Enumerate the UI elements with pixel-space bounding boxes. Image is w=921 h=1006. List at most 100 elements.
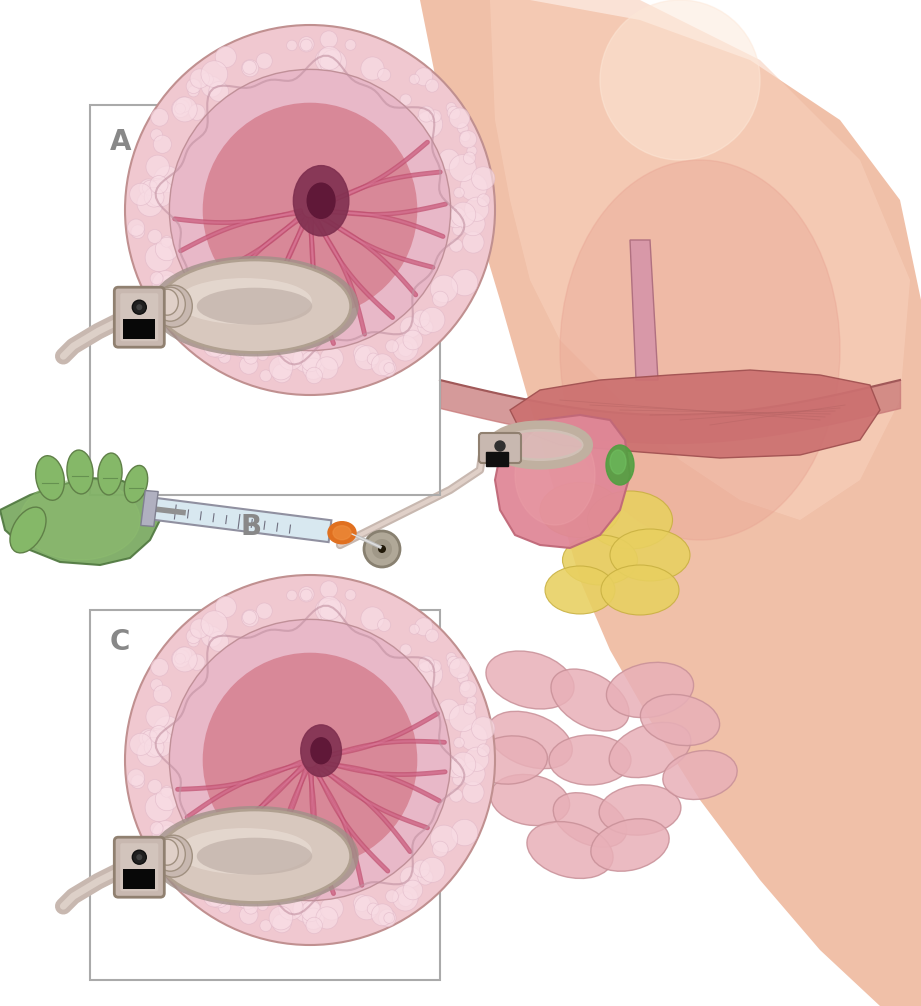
Circle shape xyxy=(278,345,303,370)
Circle shape xyxy=(386,340,399,353)
Circle shape xyxy=(321,347,344,370)
Circle shape xyxy=(201,73,214,86)
Ellipse shape xyxy=(124,466,147,503)
Text: B: B xyxy=(240,513,262,541)
Circle shape xyxy=(241,59,259,76)
Circle shape xyxy=(430,825,458,852)
Circle shape xyxy=(192,858,211,877)
Ellipse shape xyxy=(294,166,349,235)
Circle shape xyxy=(461,762,485,786)
Circle shape xyxy=(472,167,495,190)
Circle shape xyxy=(181,872,194,886)
Circle shape xyxy=(463,152,475,164)
Circle shape xyxy=(145,737,164,758)
Circle shape xyxy=(176,876,192,892)
Circle shape xyxy=(203,653,417,867)
Circle shape xyxy=(361,607,384,630)
Circle shape xyxy=(176,647,192,662)
Circle shape xyxy=(315,48,339,72)
Ellipse shape xyxy=(472,735,547,784)
Circle shape xyxy=(432,291,449,307)
Circle shape xyxy=(460,681,477,698)
Circle shape xyxy=(147,731,158,742)
Circle shape xyxy=(139,729,157,747)
Circle shape xyxy=(418,106,435,122)
Circle shape xyxy=(429,110,441,123)
Circle shape xyxy=(244,900,258,914)
Circle shape xyxy=(415,661,443,688)
Ellipse shape xyxy=(486,651,574,709)
Circle shape xyxy=(426,629,438,642)
Circle shape xyxy=(449,658,470,678)
Circle shape xyxy=(464,747,489,772)
Polygon shape xyxy=(141,491,158,526)
Circle shape xyxy=(384,912,394,924)
Circle shape xyxy=(273,364,291,383)
Circle shape xyxy=(190,619,209,638)
Circle shape xyxy=(269,356,293,380)
Circle shape xyxy=(218,900,231,913)
Circle shape xyxy=(446,653,456,663)
Circle shape xyxy=(364,531,400,567)
Ellipse shape xyxy=(36,456,64,500)
Circle shape xyxy=(400,94,412,106)
Circle shape xyxy=(286,40,297,50)
Circle shape xyxy=(127,219,145,236)
Circle shape xyxy=(306,917,322,934)
Circle shape xyxy=(189,104,205,121)
Circle shape xyxy=(449,108,470,129)
Circle shape xyxy=(260,370,272,381)
Circle shape xyxy=(150,679,163,691)
Circle shape xyxy=(452,223,464,235)
Circle shape xyxy=(367,353,379,365)
Circle shape xyxy=(321,897,344,920)
Circle shape xyxy=(133,850,146,864)
Circle shape xyxy=(355,895,379,919)
Circle shape xyxy=(450,752,476,778)
Circle shape xyxy=(384,362,394,373)
Ellipse shape xyxy=(177,828,312,874)
Circle shape xyxy=(414,67,433,86)
Circle shape xyxy=(260,919,272,932)
Circle shape xyxy=(460,131,477,148)
Ellipse shape xyxy=(197,838,312,874)
Circle shape xyxy=(234,892,249,907)
Circle shape xyxy=(354,345,370,361)
Circle shape xyxy=(147,229,162,243)
Circle shape xyxy=(316,906,338,929)
Circle shape xyxy=(415,111,443,138)
Circle shape xyxy=(242,60,256,74)
Circle shape xyxy=(130,183,152,205)
Circle shape xyxy=(172,97,197,122)
Circle shape xyxy=(146,705,169,728)
Circle shape xyxy=(216,46,237,67)
Circle shape xyxy=(156,788,179,811)
Circle shape xyxy=(208,886,229,907)
Ellipse shape xyxy=(333,526,351,539)
Circle shape xyxy=(256,603,273,619)
Circle shape xyxy=(234,342,249,357)
Circle shape xyxy=(125,575,495,945)
Circle shape xyxy=(403,330,423,350)
Circle shape xyxy=(300,39,312,51)
Circle shape xyxy=(175,654,185,664)
Circle shape xyxy=(460,723,487,750)
Ellipse shape xyxy=(640,694,719,745)
Circle shape xyxy=(146,729,174,757)
Circle shape xyxy=(176,326,192,342)
Circle shape xyxy=(150,272,163,285)
Ellipse shape xyxy=(610,529,690,581)
Circle shape xyxy=(136,304,143,310)
Circle shape xyxy=(371,354,393,376)
Circle shape xyxy=(413,860,430,877)
Circle shape xyxy=(244,350,258,364)
Circle shape xyxy=(176,97,192,113)
Circle shape xyxy=(452,774,464,786)
Circle shape xyxy=(321,600,346,626)
Circle shape xyxy=(125,25,495,395)
Ellipse shape xyxy=(308,183,335,218)
Ellipse shape xyxy=(540,483,620,537)
Circle shape xyxy=(161,235,172,247)
Circle shape xyxy=(379,909,396,927)
Ellipse shape xyxy=(588,491,672,549)
